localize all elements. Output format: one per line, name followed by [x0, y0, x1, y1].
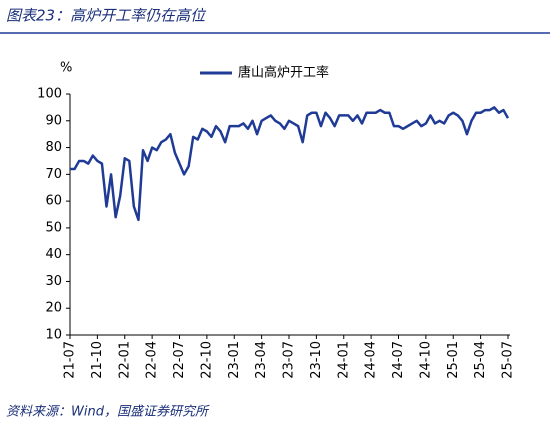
x-tick-label: 22-01	[117, 341, 132, 379]
x-tick-label: 23-01	[227, 341, 242, 379]
x-tick-label: 22-07	[172, 341, 187, 379]
x-tick-label: 23-07	[282, 341, 297, 379]
x-tick-label: 23-10	[309, 341, 324, 379]
x-tick-label: 22-04	[145, 341, 160, 379]
y-tick-label: 60	[45, 194, 62, 209]
y-unit: %	[60, 61, 72, 76]
x-tick-label: 21-10	[90, 341, 105, 379]
x-tick-label: 24-10	[418, 341, 433, 379]
legend-label: 唐山高炉开工率	[238, 65, 329, 81]
x-tick-label: 25-07	[501, 341, 516, 379]
x-tick-label: 24-07	[391, 341, 406, 379]
x-tick-label: 21-07	[63, 341, 78, 379]
data-line	[70, 106, 510, 222]
x-tick-label: 23-04	[254, 341, 269, 379]
y-tick-label: 70	[45, 167, 62, 182]
y-tick-label: 10	[45, 328, 62, 343]
y-tick-label: 30	[45, 274, 62, 289]
x-tick-label: 25-01	[446, 341, 461, 379]
source-note: 资料来源：Wind，国盛证券研究所	[6, 404, 210, 420]
x-tick-label: 24-04	[364, 341, 379, 379]
chart-title: 图表23：高炉开工率仍在高位	[6, 7, 207, 25]
y-tick-label: 80	[45, 140, 62, 155]
x-tick-label: 24-01	[336, 341, 351, 379]
y-tick-label: 20	[45, 301, 62, 316]
x-tick-label: 22-10	[199, 341, 214, 379]
y-tick-label: 40	[45, 247, 62, 262]
y-tick-label: 50	[45, 220, 62, 235]
y-tick-label: 100	[37, 87, 62, 102]
y-tick-label: 90	[45, 113, 62, 128]
x-tick-label: 25-04	[473, 341, 488, 379]
